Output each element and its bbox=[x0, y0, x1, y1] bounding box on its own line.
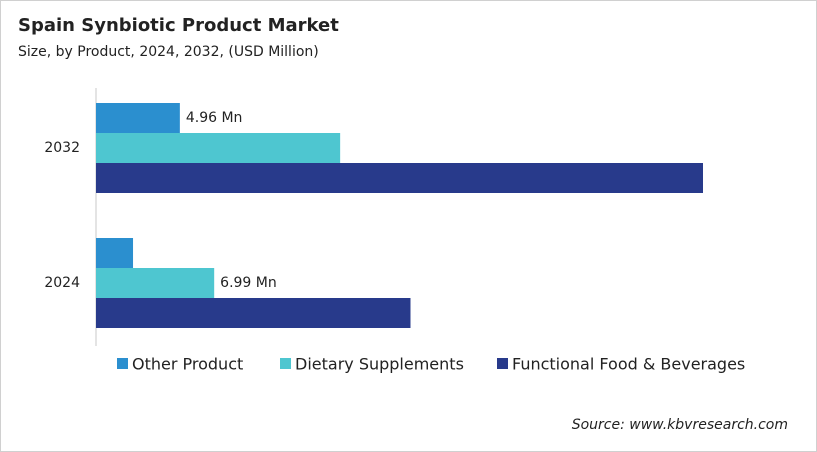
legend-label: Functional Food & Beverages bbox=[512, 355, 745, 374]
legend-swatch bbox=[497, 358, 508, 369]
legend-label: Other Product bbox=[132, 355, 243, 374]
bar bbox=[96, 268, 215, 298]
y-tick-label: 2032 bbox=[44, 140, 80, 156]
y-tick-label: 2024 bbox=[44, 275, 80, 291]
bar bbox=[96, 133, 341, 163]
source: Source: www.kbvresearch.com bbox=[572, 417, 788, 433]
bar bbox=[96, 103, 180, 133]
data-label: 6.99 Mn bbox=[220, 275, 277, 291]
legend-swatch bbox=[117, 358, 128, 369]
bar bbox=[96, 298, 411, 328]
chart-title: Spain Synbiotic Product Market bbox=[18, 15, 339, 36]
data-label: 4.96 Mn bbox=[186, 110, 243, 126]
legend-swatch bbox=[280, 358, 291, 369]
chart-subtitle: Size, by Product, 2024, 2032, (USD Milli… bbox=[18, 44, 319, 60]
legend-label: Dietary Supplements bbox=[295, 355, 464, 374]
bar bbox=[96, 238, 134, 268]
bar bbox=[96, 163, 703, 193]
